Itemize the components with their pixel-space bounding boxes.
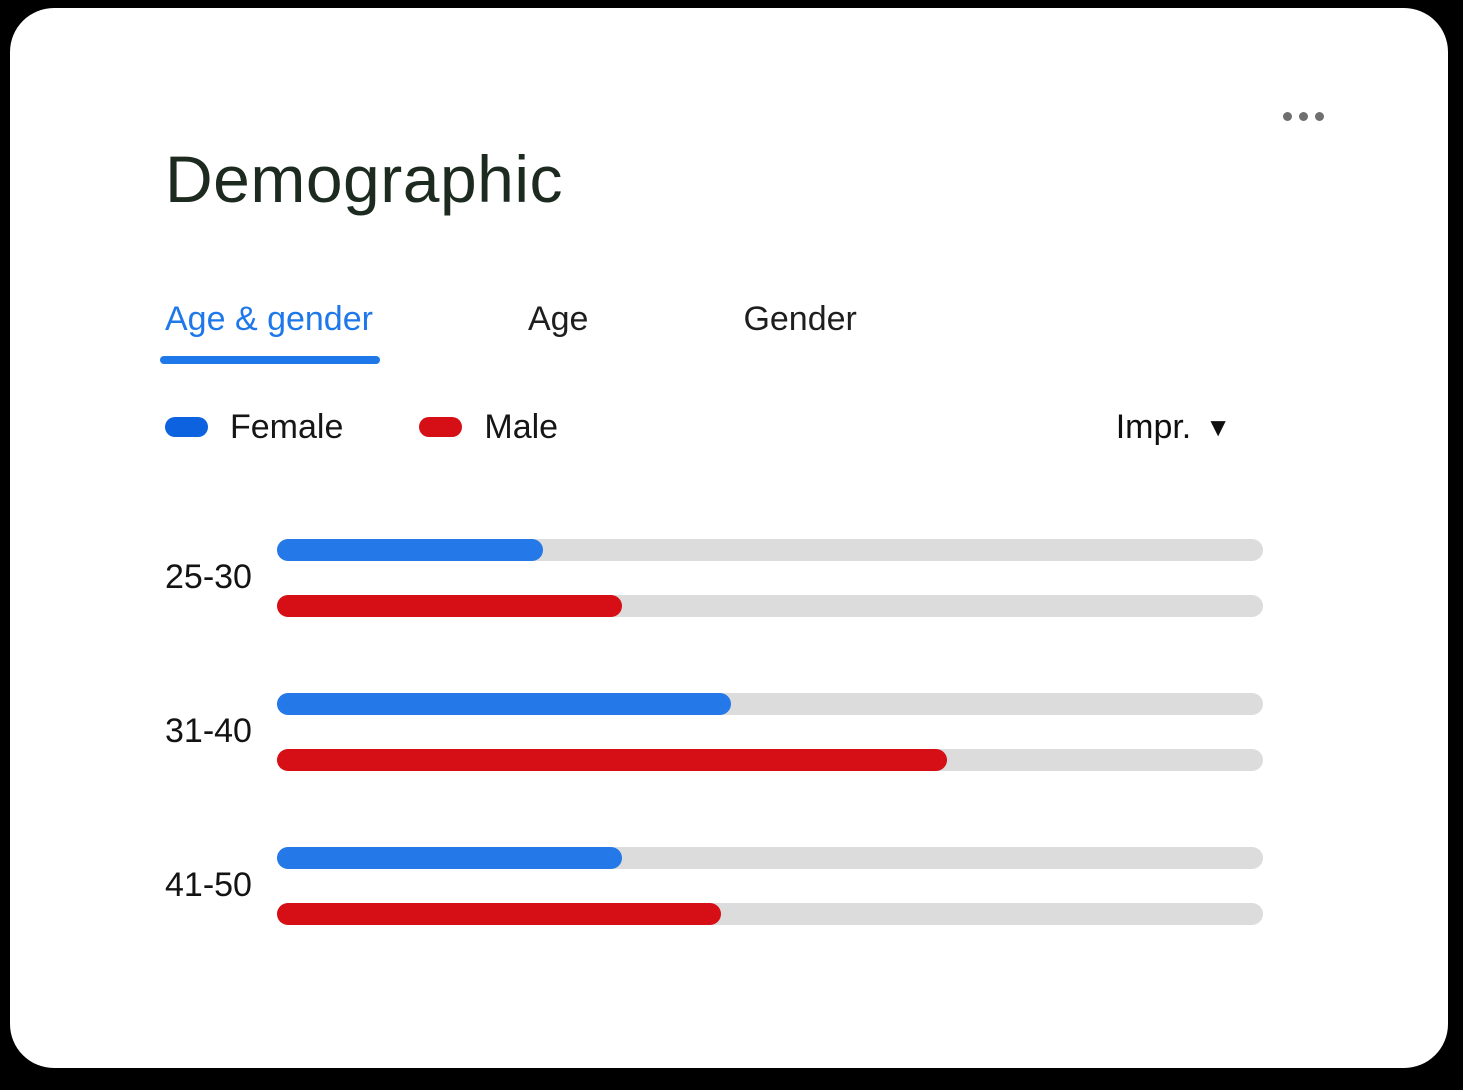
chart-row-31-40: 31-40 <box>165 692 1263 771</box>
age-gender-bar-chart: 25-30 31-40 41-50 <box>165 538 1263 925</box>
female-bar-track <box>277 692 1263 715</box>
legend-item-female: Female <box>165 408 343 447</box>
male-bar[interactable] <box>277 748 948 771</box>
demographic-card: Demographic Age & gender Age Gender Fema… <box>10 8 1448 1068</box>
tab-age-label: Age <box>527 300 589 339</box>
category-bars <box>277 538 1263 617</box>
sort-by-impressions-control[interactable]: Impr. ▼ <box>1116 408 1231 447</box>
legend-female-label: Female <box>230 407 344 446</box>
category-label: 25-30 <box>165 558 252 597</box>
male-bar-track <box>277 594 1263 617</box>
female-series-swatch-icon <box>165 417 208 438</box>
female-bar[interactable] <box>277 692 731 715</box>
tab-age[interactable]: Age <box>528 299 589 364</box>
tab-age-and-gender-label: Age & gender <box>165 300 373 339</box>
female-bar-track <box>277 846 1263 869</box>
category-label: 31-40 <box>165 712 252 751</box>
sort-metric-label: Impr. <box>1115 407 1192 446</box>
chart-legend: Female Male <box>165 408 558 447</box>
female-bar-track <box>277 538 1263 561</box>
more-horizontal-icon <box>1299 112 1308 121</box>
male-bar[interactable] <box>277 902 721 925</box>
male-bar-track <box>277 748 1263 771</box>
tab-bar: Age & gender Age Gender <box>160 299 1263 364</box>
female-bar[interactable] <box>277 538 544 561</box>
tab-gender[interactable]: Gender <box>743 299 856 364</box>
more-horizontal-icon <box>1283 112 1292 121</box>
chart-row-25-30: 25-30 <box>165 538 1263 617</box>
more-horizontal-icon <box>1315 112 1324 121</box>
sort-descending-arrow-icon: ▼ <box>1205 412 1231 443</box>
more-options-button[interactable] <box>1277 106 1330 127</box>
legend-male-label: Male <box>484 407 559 446</box>
tab-age-and-gender[interactable]: Age & gender <box>160 299 380 364</box>
category-bars <box>277 692 1263 771</box>
legend-item-male: Male <box>419 408 558 447</box>
category-bars <box>277 846 1263 925</box>
male-series-swatch-icon <box>419 417 463 438</box>
category-label: 41-50 <box>165 866 252 905</box>
female-bar[interactable] <box>277 846 623 869</box>
male-bar-track <box>277 902 1263 925</box>
page-title: Demographic <box>165 142 564 216</box>
male-bar[interactable] <box>277 594 623 617</box>
chart-row-41-50: 41-50 <box>165 846 1263 925</box>
legend-and-sort-row: Female Male Impr. ▼ <box>165 408 1263 447</box>
tab-gender-label: Gender <box>743 300 857 339</box>
active-tab-indicator <box>160 355 380 364</box>
